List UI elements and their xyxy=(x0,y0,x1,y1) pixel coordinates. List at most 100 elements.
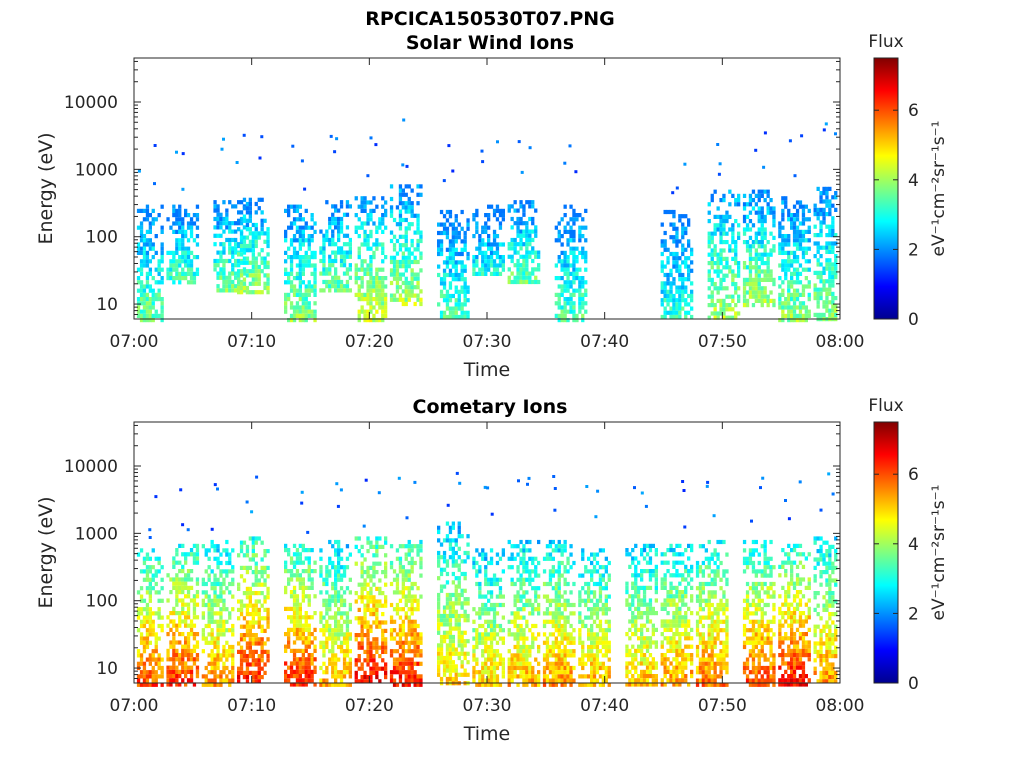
heatmap-cell xyxy=(516,258,520,264)
heatmap-cell xyxy=(172,577,176,582)
heatmap-cell xyxy=(748,252,753,257)
heatmap-cell xyxy=(407,586,411,591)
heatmap-cell xyxy=(769,290,773,295)
heatmap-cell xyxy=(690,289,694,294)
heatmap-cell xyxy=(392,590,397,595)
heatmap-cell xyxy=(525,200,529,205)
heatmap-cell xyxy=(451,310,455,315)
heatmap-cell xyxy=(334,577,338,582)
heatmap-cell xyxy=(825,186,829,191)
heatmap-cell xyxy=(787,259,791,264)
heatmap-cell xyxy=(378,666,382,671)
heatmap-cell xyxy=(569,263,573,268)
heatmap-cell xyxy=(516,208,520,213)
heatmap-cell xyxy=(381,276,385,281)
heatmap-cell xyxy=(401,665,405,671)
heatmap-cell xyxy=(451,243,455,248)
heatmap-cell xyxy=(531,237,535,243)
heatmap-cell xyxy=(763,290,767,295)
heatmap-cell xyxy=(139,280,144,285)
heatmap-cell xyxy=(819,279,823,284)
heatmap-cell xyxy=(266,586,270,591)
heatmap-cell xyxy=(398,678,403,683)
heatmap-cell xyxy=(766,202,770,207)
heatmap-cell xyxy=(169,276,173,281)
heatmap-cell xyxy=(384,603,388,608)
heatmap-cell xyxy=(751,277,756,282)
heatmap-cell xyxy=(195,204,200,209)
heatmap-cell xyxy=(289,267,294,272)
heatmap-cell xyxy=(831,283,835,288)
heatmap-cell xyxy=(251,607,255,612)
heatmap-cell xyxy=(760,206,764,211)
heatmap-cell xyxy=(519,548,523,553)
heatmap-cell xyxy=(348,552,352,557)
heatmap-cell xyxy=(195,665,200,670)
heatmap-cell xyxy=(254,235,258,240)
heatmap-cell xyxy=(225,657,229,662)
heatmap-cell xyxy=(445,643,450,648)
heatmap-cell xyxy=(339,288,344,293)
heatmap-cell xyxy=(472,234,476,239)
heatmap-cell xyxy=(778,229,782,234)
heatmap-cell xyxy=(310,234,314,239)
heatmap-cell xyxy=(369,578,373,583)
heatmap-cell xyxy=(584,225,588,230)
heatmap-cell xyxy=(181,229,185,234)
heatmap-cell xyxy=(734,202,738,207)
heatmap-cell xyxy=(245,243,250,249)
heatmap-cell xyxy=(416,297,420,302)
heatmap-cell xyxy=(242,603,247,608)
heatmap-cell xyxy=(263,231,267,236)
heatmap-cell xyxy=(560,292,564,297)
heatmap-cell xyxy=(760,261,764,266)
heatmap-cell xyxy=(463,264,467,269)
heatmap-cell xyxy=(366,574,370,579)
heatmap-cell xyxy=(480,149,484,153)
heatmap-cell xyxy=(357,616,361,621)
heatmap-cell xyxy=(457,525,461,530)
heatmap-cell xyxy=(154,670,158,675)
heatmap-cell xyxy=(525,279,529,285)
heatmap-cell xyxy=(366,301,370,306)
heatmap-cell xyxy=(790,305,794,310)
heatmap-cell xyxy=(266,281,270,286)
heatmap-cell xyxy=(213,682,217,687)
heatmap-cell xyxy=(248,628,252,633)
heatmap-cell xyxy=(245,658,250,663)
heatmap-cell xyxy=(136,309,141,314)
heatmap-cell xyxy=(678,285,682,290)
heatmap-cell xyxy=(398,276,403,281)
heatmap-cell xyxy=(442,214,447,219)
heatmap-cell xyxy=(416,217,420,223)
heatmap-cell xyxy=(437,643,441,648)
heatmap-cell xyxy=(222,665,226,671)
heatmap-cell xyxy=(472,644,476,650)
heatmap-cell xyxy=(495,560,500,566)
heatmap-cell xyxy=(745,214,750,219)
heatmap-cell xyxy=(395,661,400,666)
heatmap-cell xyxy=(334,602,338,608)
heatmap-cell xyxy=(363,292,367,297)
heatmap-cell xyxy=(295,606,300,611)
heatmap-cell xyxy=(254,607,258,612)
heatmap-cell xyxy=(419,640,423,645)
heatmap-cell xyxy=(489,577,494,582)
heatmap-cell xyxy=(381,620,385,625)
heatmap-cell xyxy=(437,529,441,535)
heatmap-cell xyxy=(757,210,761,215)
heatmap-cell xyxy=(389,619,394,624)
heatmap-cell xyxy=(660,239,664,244)
heatmap-cell xyxy=(781,263,785,268)
heatmap-cell xyxy=(472,670,476,675)
heatmap-cell xyxy=(763,244,767,249)
heatmap-cell xyxy=(357,666,361,671)
heatmap-cell xyxy=(142,246,147,251)
heatmap-cell xyxy=(557,305,561,310)
heatmap-cell xyxy=(451,676,455,682)
heatmap-cell xyxy=(404,556,408,561)
heatmap-cell xyxy=(354,616,358,621)
heatmap-cell xyxy=(566,297,570,302)
heatmap-cell xyxy=(384,620,388,625)
heatmap-cell xyxy=(139,548,144,553)
